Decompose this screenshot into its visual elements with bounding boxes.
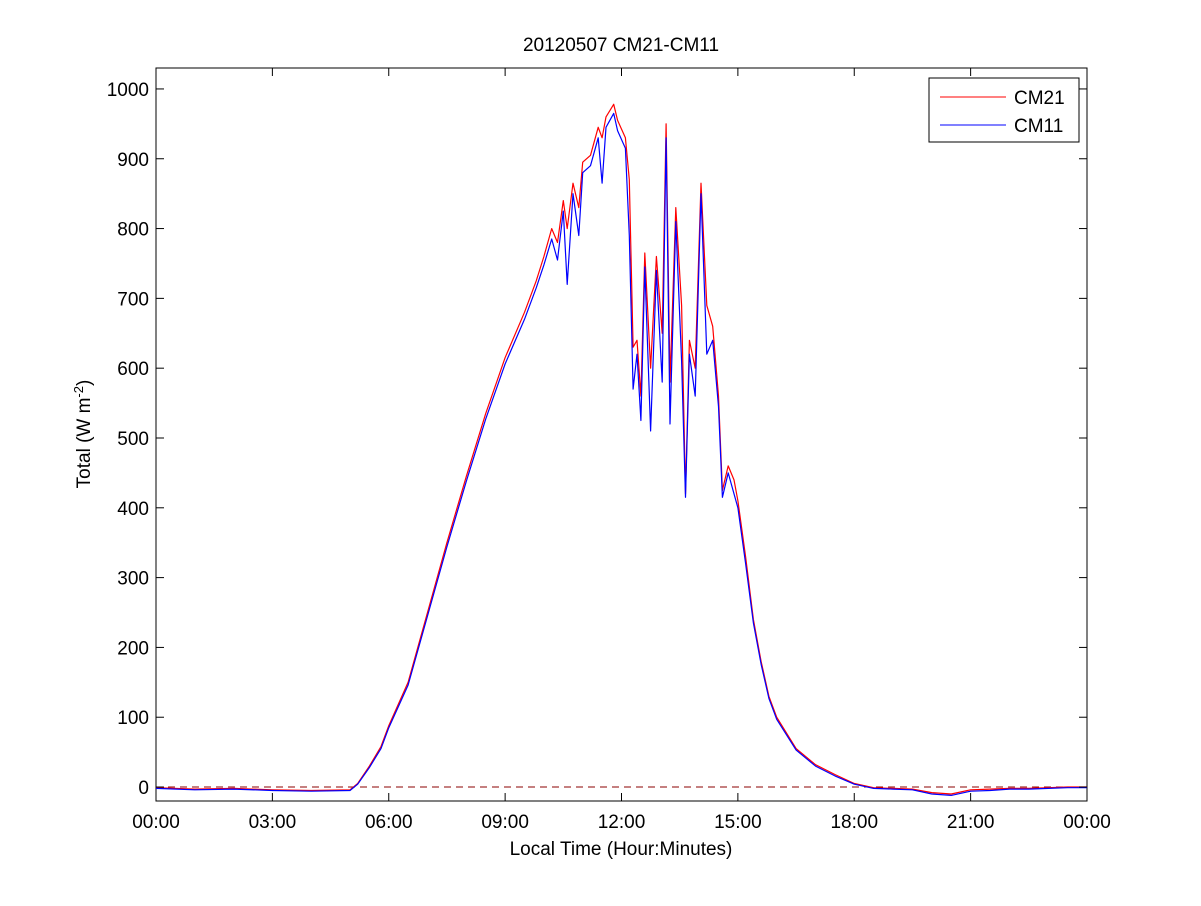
y-tick-label: 500 bbox=[117, 429, 149, 450]
y-axis-label: Total (W m-2) bbox=[71, 380, 96, 489]
y-tick-label: 900 bbox=[117, 150, 149, 171]
x-tick-label: 00:00 bbox=[132, 812, 180, 833]
y-tick-label: 400 bbox=[117, 499, 149, 520]
x-tick-label: 21:00 bbox=[947, 812, 995, 833]
series-line-cm11 bbox=[155, 112, 1087, 797]
y-tick-label: 100 bbox=[117, 708, 149, 729]
plot-area bbox=[155, 67, 1088, 802]
y-tick-label: 800 bbox=[117, 220, 149, 241]
x-tick-label: 03:00 bbox=[249, 812, 297, 833]
legend-box bbox=[928, 77, 1080, 143]
x-tick-label: 12:00 bbox=[598, 812, 646, 833]
y-tick-label: 700 bbox=[117, 289, 149, 310]
y-axis: 0 100 200 300 400 500 600 700 800 900 1000 bbox=[107, 80, 1087, 799]
x-tick-label: 06:00 bbox=[365, 812, 413, 833]
y-axis-label-close: ) bbox=[74, 380, 95, 386]
x-axis-label: Local Time (Hour:Minutes) bbox=[510, 839, 733, 860]
y-tick-label: 0 bbox=[138, 778, 149, 799]
y-tick-label: 600 bbox=[117, 359, 149, 380]
x-tick-label: 18:00 bbox=[830, 812, 878, 833]
legend-label-cm21: CM21 bbox=[1014, 88, 1065, 109]
legend-label-cm11: CM11 bbox=[1014, 116, 1063, 137]
x-tick-label: 15:00 bbox=[714, 812, 762, 833]
x-tick-label: 09:00 bbox=[481, 812, 529, 833]
y-tick-label: 1000 bbox=[107, 80, 149, 101]
series-layer bbox=[155, 103, 1087, 797]
chart-title: 20120507 CM21-CM11 bbox=[523, 35, 719, 56]
legend: CM21 CM11 bbox=[928, 77, 1080, 143]
y-tick-label: 300 bbox=[117, 569, 149, 590]
x-axis: 00:00 03:00 06:00 09:00 12:00 15:00 18:00 21:00… bbox=[132, 68, 1111, 833]
y-tick-label: 200 bbox=[117, 638, 149, 659]
x-tick-label: 00:00 bbox=[1063, 812, 1111, 833]
y-axis-label-main: Total (W m bbox=[74, 398, 95, 489]
y-axis-label-superscript: -2 bbox=[71, 386, 86, 398]
series-line-cm21 bbox=[155, 103, 1087, 795]
